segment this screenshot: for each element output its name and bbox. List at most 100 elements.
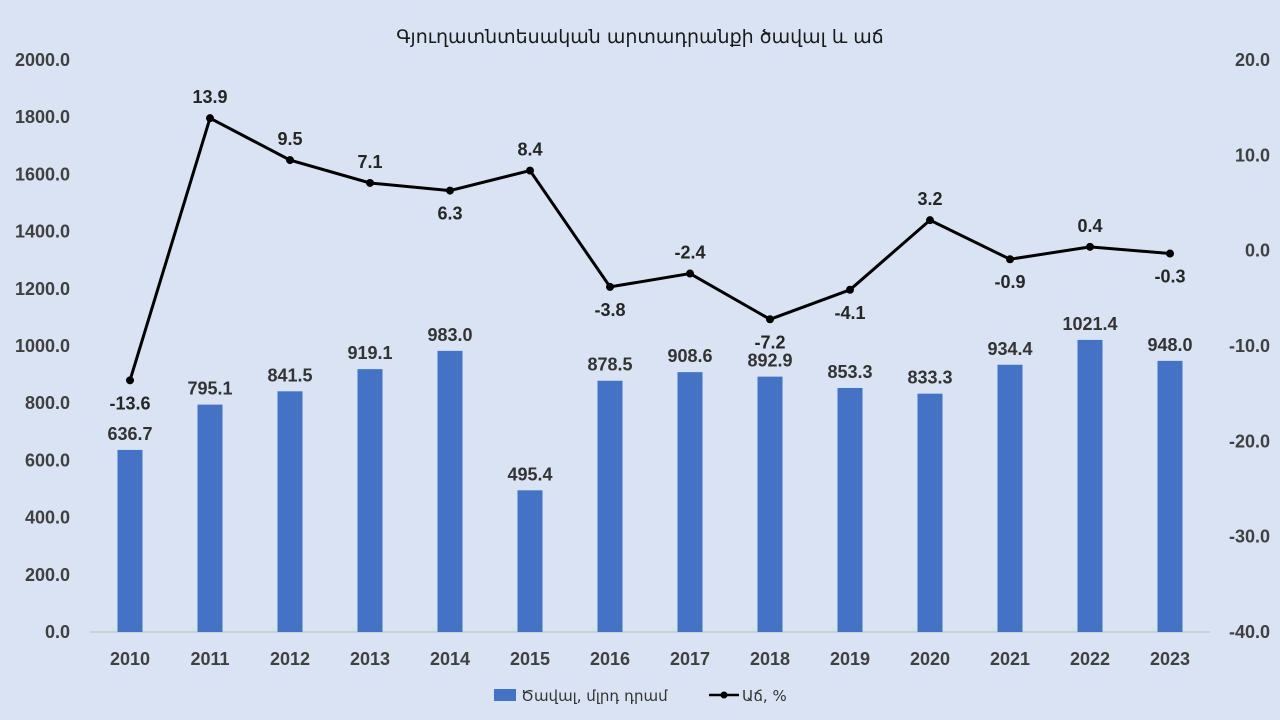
bar-data-label: 919.1 bbox=[347, 343, 392, 363]
line-data-label: -2.4 bbox=[674, 243, 705, 263]
bar-data-label: 1021.4 bbox=[1062, 314, 1117, 334]
bar bbox=[277, 391, 303, 632]
legend-line-marker bbox=[720, 691, 728, 699]
bar-data-labels: 636.7 795.1 841.5 919.1 983.0 495.4 878.5 908.6… bbox=[107, 314, 1192, 484]
x-tick-label: 2018 bbox=[750, 649, 790, 669]
line-data-label: 8.4 bbox=[517, 140, 542, 160]
x-tick-label: 2021 bbox=[990, 649, 1030, 669]
y-right-tick-label: -20.0 bbox=[1229, 431, 1270, 451]
bar bbox=[597, 380, 623, 632]
bar bbox=[197, 404, 223, 632]
bar-data-label: 983.0 bbox=[427, 325, 472, 345]
bar-data-label: 636.7 bbox=[107, 424, 152, 444]
bar-data-label: 495.4 bbox=[507, 464, 552, 484]
line-marker bbox=[926, 216, 934, 225]
line-data-label: 9.5 bbox=[277, 129, 302, 149]
x-tick-label: 2011 bbox=[190, 649, 229, 669]
growth-line bbox=[128, 115, 1171, 381]
bar bbox=[677, 372, 703, 632]
bar bbox=[357, 369, 383, 632]
line-marker bbox=[1166, 249, 1174, 258]
line-marker bbox=[286, 156, 294, 165]
line-marker bbox=[686, 269, 694, 278]
line-marker bbox=[526, 166, 534, 175]
legend-line-label: Աճ, % bbox=[742, 687, 787, 705]
line-data-label: -0.3 bbox=[1154, 267, 1185, 287]
legend-bar-label: Ծավալ, մլրդ դրամ bbox=[521, 687, 668, 705]
x-tick-label: 2022 bbox=[1070, 649, 1110, 669]
bar-data-label: 878.5 bbox=[587, 355, 632, 375]
bar bbox=[117, 449, 143, 632]
y-left-tick-label: 1600.0 bbox=[15, 164, 70, 184]
x-tick-label: 2020 bbox=[910, 649, 950, 669]
bar-data-label: 853.3 bbox=[827, 362, 872, 382]
bar-data-label: 833.3 bbox=[907, 368, 952, 388]
y-left-tick-label: 1200.0 bbox=[15, 279, 70, 299]
line-marker bbox=[1006, 255, 1014, 264]
bar bbox=[837, 387, 863, 632]
line-markers bbox=[126, 114, 1174, 385]
x-axis: 2010 2011 2012 2013 2014 2015 2016 2017 2018 2019… bbox=[110, 649, 1190, 669]
line-marker bbox=[1086, 242, 1094, 251]
bar bbox=[517, 490, 543, 632]
bar bbox=[917, 393, 943, 632]
y-left-tick-label: 1800.0 bbox=[15, 107, 70, 127]
y-right-tick-label: -30.0 bbox=[1229, 527, 1270, 547]
y-left-tick-label: 2000.0 bbox=[15, 50, 70, 70]
y-left-tick-label: 600.0 bbox=[25, 450, 70, 470]
line-data-label: 3.2 bbox=[917, 189, 942, 209]
line-marker bbox=[126, 376, 134, 385]
x-tick-label: 2010 bbox=[110, 649, 150, 669]
y-left-tick-label: 200.0 bbox=[25, 565, 70, 585]
line-marker bbox=[846, 285, 854, 294]
y-right-tick-label: -10.0 bbox=[1229, 336, 1270, 356]
y-right-tick-label: 0.0 bbox=[1245, 241, 1270, 261]
legend-bar-swatch bbox=[494, 689, 516, 701]
x-tick-label: 2019 bbox=[830, 649, 870, 669]
bar-data-label: 934.4 bbox=[987, 339, 1032, 359]
x-tick-label: 2014 bbox=[430, 649, 470, 669]
bar bbox=[1077, 339, 1103, 632]
line-marker bbox=[206, 114, 214, 123]
y-left-tick-label: 400.0 bbox=[25, 508, 70, 528]
bar bbox=[757, 376, 783, 632]
line-data-label: 7.1 bbox=[357, 152, 382, 172]
bar-data-label: 892.9 bbox=[747, 351, 792, 371]
x-tick-label: 2017 bbox=[670, 649, 710, 669]
x-tick-label: 2012 bbox=[270, 649, 310, 669]
bar bbox=[1157, 360, 1183, 632]
y-right-tick-label: -40.0 bbox=[1229, 622, 1270, 642]
line-marker bbox=[606, 282, 614, 291]
y-axis-right: -40.0 -30.0 -20.0 -10.0 0.0 10.0 20.0 bbox=[1229, 50, 1270, 642]
line-data-labels: -13.6 13.9 9.5 7.1 6.3 8.4 -3.8 -2.4 -7.2 -4.1 3.2… bbox=[109, 87, 1185, 413]
x-tick-label: 2015 bbox=[510, 649, 550, 669]
x-tick-label: 2023 bbox=[1150, 649, 1190, 669]
y-left-tick-label: 0.0 bbox=[45, 622, 70, 642]
bar-data-label: 908.6 bbox=[667, 346, 712, 366]
line-marker bbox=[366, 178, 374, 187]
line-marker bbox=[446, 186, 454, 195]
y-axis-left: 0.0 200.0 400.0 600.0 800.0 1000.0 1200.0 1400.… bbox=[15, 50, 70, 642]
x-tick-label: 2013 bbox=[350, 649, 390, 669]
line-data-label: 0.4 bbox=[1077, 216, 1102, 236]
line-data-label: -0.9 bbox=[994, 272, 1025, 292]
legend: Ծավալ, մլրդ դրամ Աճ, % bbox=[494, 687, 787, 705]
bar-data-label: 948.0 bbox=[1147, 335, 1192, 355]
line-data-label: -4.1 bbox=[834, 303, 865, 323]
bar-data-label: 795.1 bbox=[187, 379, 232, 399]
bar bbox=[437, 350, 463, 632]
y-left-tick-label: 800.0 bbox=[25, 393, 70, 413]
y-left-tick-label: 1000.0 bbox=[15, 336, 70, 356]
line-data-label: -13.6 bbox=[109, 393, 150, 413]
chart-title: Գյուղատնտեսական արտադրանքի ծավալ և աճ bbox=[396, 26, 884, 48]
bar-series bbox=[117, 339, 1183, 632]
line-data-label: 6.3 bbox=[437, 204, 462, 224]
y-right-tick-label: 20.0 bbox=[1235, 50, 1270, 70]
bar-data-label: 841.5 bbox=[267, 365, 312, 385]
line-data-label: -7.2 bbox=[754, 332, 785, 352]
bar bbox=[997, 364, 1023, 632]
line-data-label: 13.9 bbox=[192, 87, 227, 107]
line-marker bbox=[766, 315, 774, 324]
